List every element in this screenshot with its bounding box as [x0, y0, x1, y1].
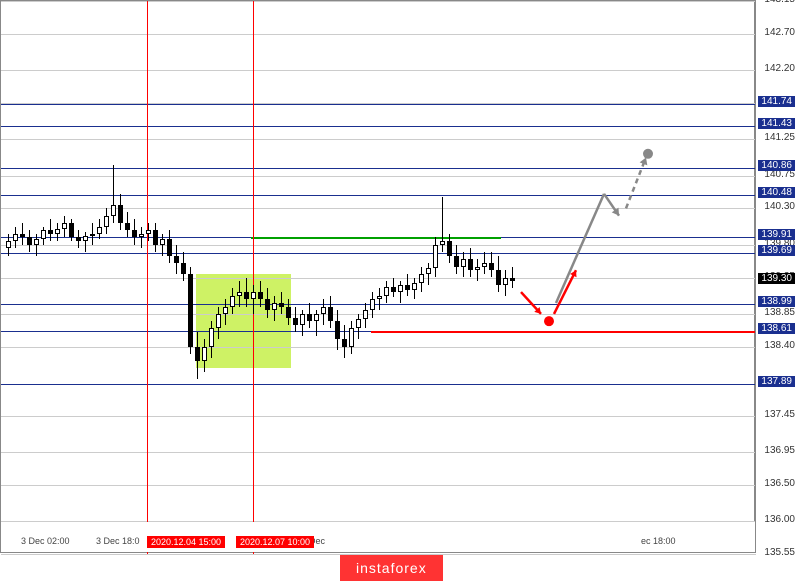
- chart-plot-area: 3 Dec 02:003 Dec 18:0Decec 18:002020.12.…: [0, 0, 755, 553]
- y-axis: 143.15142.70142.20141.75141.25140.75140.…: [755, 0, 799, 553]
- x-axis: 3 Dec 02:003 Dec 18:0Decec 18:002020.12.…: [1, 522, 756, 552]
- watermark: instaforex: [340, 555, 443, 581]
